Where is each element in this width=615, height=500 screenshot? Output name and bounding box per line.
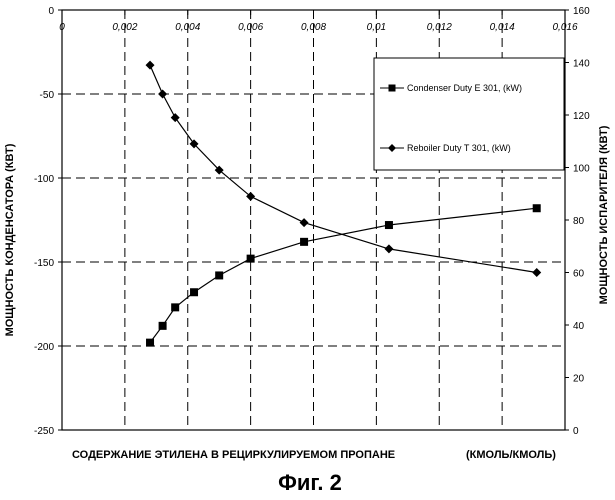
y-left-tick-label: -200 xyxy=(34,342,54,353)
x-tick-label: 0,014 xyxy=(490,22,515,33)
legend-label-reboiler: Reboiler Duty T 301, (kW) xyxy=(407,143,511,153)
data-point-condenser xyxy=(190,288,198,296)
y-right-axis-title: МОЩНОСТЬ ИСПАРИТЕЛЯ (КВТ) xyxy=(598,125,610,304)
series-line-condenser xyxy=(150,208,537,342)
data-point-reboiler xyxy=(532,268,541,277)
data-point-condenser xyxy=(385,221,393,229)
y-right-tick-label: 80 xyxy=(573,216,585,227)
x-tick-label: 0 xyxy=(59,22,65,33)
x-tick-label: 0,012 xyxy=(427,22,452,33)
legend-box xyxy=(374,58,564,170)
x-axis-title: СОДЕРЖАНИЕ ЭТИЛЕНА В РЕЦИРКУЛИРУЕМОМ ПРО… xyxy=(72,449,395,461)
x-tick-label: 0,008 xyxy=(301,22,326,33)
y-right-tick-label: 0 xyxy=(573,426,579,437)
data-point-condenser xyxy=(533,204,541,212)
y-right-tick-label: 140 xyxy=(573,59,590,70)
y-left-tick-label: 0 xyxy=(48,6,54,17)
y-left-tick-label: -100 xyxy=(34,174,54,185)
y-right-tick-label: 20 xyxy=(573,374,585,385)
data-point-reboiler xyxy=(300,218,309,227)
data-point-condenser xyxy=(171,303,179,311)
x-tick-label: 0,002 xyxy=(112,22,137,33)
y-left-tick-label: -50 xyxy=(40,90,55,101)
data-point-reboiler xyxy=(146,61,155,70)
y-left-axis-title: МОЩНОСТЬ КОНДЕНСАТОРА (КВТ) xyxy=(4,143,16,336)
x-tick-label: 0,016 xyxy=(552,22,577,33)
y-right-tick-label: 120 xyxy=(573,111,590,122)
data-point-reboiler xyxy=(158,90,167,99)
x-tick-label: 0,01 xyxy=(367,22,386,33)
y-left-tick-label: -150 xyxy=(34,258,54,269)
x-axis-unit: (КМОЛЬ/КМОЛЬ) xyxy=(466,449,556,461)
data-point-condenser xyxy=(300,238,308,246)
legend-label-condenser: Condenser Duty E 301, (kW) xyxy=(407,83,522,93)
x-tick-label: 0,006 xyxy=(238,22,263,33)
y-right-tick-label: 60 xyxy=(573,269,585,280)
y-right-tick-label: 40 xyxy=(573,321,585,332)
data-point-condenser xyxy=(146,339,154,347)
y-right-tick-label: 100 xyxy=(573,164,590,175)
y-left-tick-label: -250 xyxy=(34,426,54,437)
legend: Condenser Duty E 301, (kW) Reboiler Duty… xyxy=(374,58,564,170)
data-point-condenser xyxy=(247,255,255,263)
data-point-condenser xyxy=(215,271,223,279)
data-point-condenser xyxy=(159,322,167,330)
x-tick-label: 0,004 xyxy=(175,22,200,33)
figure-caption: Фиг. 2 xyxy=(278,470,342,495)
data-point-reboiler xyxy=(171,113,180,122)
legend-marker-square-icon xyxy=(389,85,396,92)
data-point-reboiler xyxy=(384,244,393,253)
y-right-tick-label: 160 xyxy=(573,6,590,17)
